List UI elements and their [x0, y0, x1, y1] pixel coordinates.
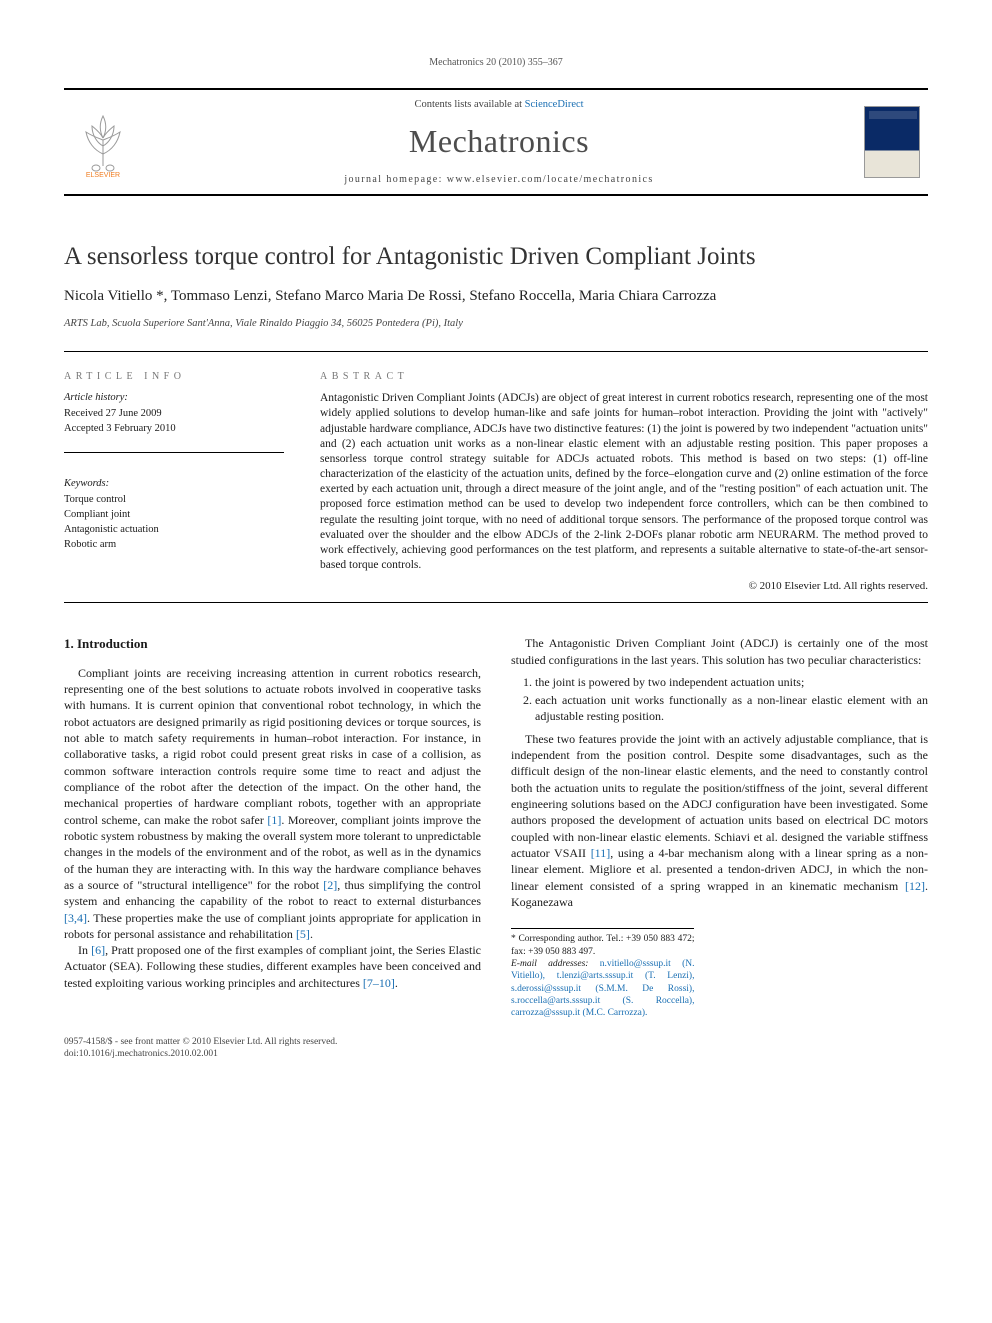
body-text: . These properties make the use of compl… — [64, 911, 481, 941]
info-divider — [64, 452, 284, 453]
contents-available-line: Contents lists available at ScienceDirec… — [158, 98, 840, 112]
citation-link[interactable]: [7–10] — [363, 976, 395, 990]
accepted-date: Accepted 3 February 2010 — [64, 422, 284, 436]
sciencedirect-link[interactable]: ScienceDirect — [525, 99, 584, 110]
keyword: Robotic arm — [64, 538, 284, 552]
abstract-column: ABSTRACT Antagonistic Driven Compliant J… — [320, 360, 928, 594]
body-two-column: 1. Introduction Compliant joints are rec… — [64, 635, 928, 1019]
elsevier-tree-icon: ELSEVIER — [72, 106, 134, 178]
journal-cover-thumb — [856, 106, 928, 178]
journal-homepage-url[interactable]: www.elsevier.com/locate/mechatronics — [447, 174, 654, 185]
numbered-list: the joint is powered by two independent … — [535, 674, 928, 725]
keyword: Torque control — [64, 493, 284, 507]
publisher-logo-block: ELSEVIER — [64, 106, 142, 178]
article-info-column: ARTICLE INFO Article history: Received 2… — [64, 360, 284, 594]
page-footer: 0957-4158/$ - see front matter © 2010 El… — [64, 1036, 928, 1062]
contents-prefix: Contents lists available at — [414, 99, 524, 110]
page: Mechatronics 20 (2010) 355–367 ELSEVIER — [0, 0, 992, 1101]
journal-homepage-line: journal homepage: www.elsevier.com/locat… — [158, 173, 840, 187]
list-item: each actuation unit works functionally a… — [535, 692, 928, 725]
body-text: , Pratt proposed one of the first exampl… — [64, 943, 481, 990]
abstract-copyright: © 2010 Elsevier Ltd. All rights reserved… — [320, 579, 928, 594]
body-text: In — [78, 943, 91, 957]
body-text: . — [310, 927, 313, 941]
citation-link[interactable]: [5] — [296, 927, 310, 941]
corresponding-author-note: * Corresponding author. Tel.: +39 050 88… — [511, 933, 694, 958]
elsevier-wordmark: ELSEVIER — [86, 172, 120, 178]
affiliation: ARTS Lab, Scuola Superiore Sant'Anna, Vi… — [64, 317, 928, 331]
history-label: Article history: — [64, 391, 284, 405]
body-text: These two features provide the joint wit… — [511, 732, 928, 860]
body-paragraph: These two features provide the joint wit… — [511, 731, 928, 910]
footnotes: * Corresponding author. Tel.: +39 050 88… — [511, 928, 694, 1019]
body-paragraph: The Antagonistic Driven Compliant Joint … — [511, 635, 928, 668]
citation-link[interactable]: [12] — [905, 879, 925, 893]
section-heading-introduction: 1. Introduction — [64, 635, 481, 653]
keyword: Compliant joint — [64, 508, 284, 522]
homepage-prefix: journal homepage: — [344, 174, 446, 185]
citation-link[interactable]: [2] — [323, 878, 337, 892]
body-text: . — [395, 976, 398, 990]
keyword: Antagonistic actuation — [64, 523, 284, 537]
doi-line: doi:10.1016/j.mechatronics.2010.02.001 — [64, 1048, 928, 1061]
body-paragraph: Compliant joints are receiving increasin… — [64, 665, 481, 942]
article-title: A sensorless torque control for Antagoni… — [64, 242, 928, 272]
citation-link[interactable]: [11] — [591, 846, 611, 860]
masthead: ELSEVIER Contents lists available at Sci… — [64, 88, 928, 197]
list-item: the joint is powered by two independent … — [535, 674, 928, 690]
abstract-head: ABSTRACT — [320, 370, 928, 384]
abstract-text: Antagonistic Driven Compliant Joints (AD… — [320, 391, 928, 573]
body-text: Compliant joints are receiving increasin… — [64, 666, 481, 827]
divider-rule — [64, 351, 928, 352]
title-block: A sensorless torque control for Antagoni… — [64, 242, 928, 330]
article-info-head: ARTICLE INFO — [64, 370, 284, 384]
email-addresses: E-mail addresses: n.vitiello@sssup.it (N… — [511, 958, 694, 1020]
body-paragraph: In [6], Pratt proposed one of the first … — [64, 942, 481, 991]
journal-name: Mechatronics — [158, 120, 840, 163]
citation-link[interactable]: [3,4] — [64, 911, 87, 925]
citation-link[interactable]: [1] — [267, 813, 281, 827]
divider-rule — [64, 602, 928, 603]
running-head: Mechatronics 20 (2010) 355–367 — [64, 56, 928, 70]
masthead-center: Contents lists available at ScienceDirec… — [158, 98, 840, 187]
email-label: E-mail addresses: — [511, 959, 588, 969]
author-list: Nicola Vitiello *, Tommaso Lenzi, Stefan… — [64, 286, 928, 306]
cover-thumb-icon — [864, 106, 920, 178]
citation-link[interactable]: [6] — [91, 943, 105, 957]
keywords-label: Keywords: — [64, 477, 284, 491]
issn-line: 0957-4158/$ - see front matter © 2010 El… — [64, 1036, 928, 1049]
info-abstract-row: ARTICLE INFO Article history: Received 2… — [64, 360, 928, 594]
received-date: Received 27 June 2009 — [64, 407, 284, 421]
